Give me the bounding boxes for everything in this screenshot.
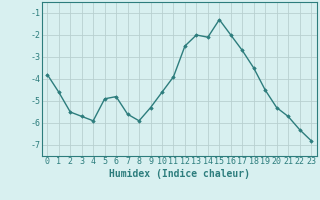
X-axis label: Humidex (Indice chaleur): Humidex (Indice chaleur) <box>109 169 250 179</box>
